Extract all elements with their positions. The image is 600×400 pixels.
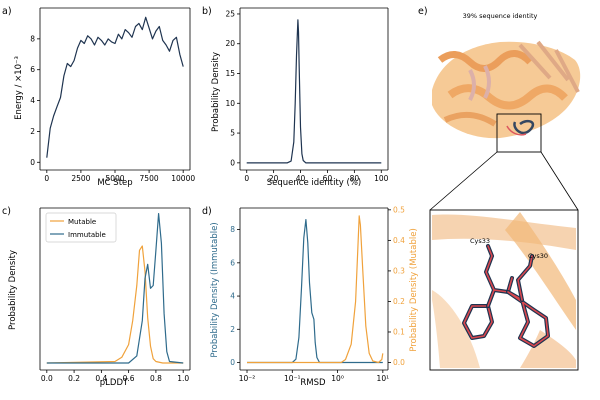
chart-a-xtick-label-0: 0 (44, 174, 49, 183)
chart-a-xtick-label-4: 10000 (171, 174, 195, 183)
chart-c-mutable-line (46, 245, 184, 364)
chart-d-left-ytick-label-4: 8 (230, 225, 235, 234)
chart-d-right-ytick-label-0: 0.0 (393, 358, 405, 367)
chart-d-right-ytick-label-4: 0.4 (393, 236, 405, 245)
chart-b-xtick-label-5: 100 (374, 174, 389, 183)
residue-label-cys33: Cys33 (470, 237, 490, 245)
chart-b-ytick-label-2: 10 (225, 99, 235, 108)
chart-d-xlabel: RMSD (300, 378, 326, 388)
chart-d-left-ytick-label-1: 2 (230, 325, 235, 334)
chart-b-xlabel: Sequence identity (%) (267, 178, 361, 188)
chart-a-ytick-label-1: 2 (30, 127, 35, 136)
chart-a-xtick-label-2: 5000 (105, 174, 124, 183)
chart-c-xtick-label-1: 0.2 (68, 374, 80, 383)
chart-c-xtick-label-3: 0.6 (123, 374, 135, 383)
chart-d-mutable-line (247, 215, 384, 364)
chart-a-xtick-label-3: 7500 (140, 174, 159, 183)
chart-a-ylabel: Energy / ×10⁻³ (14, 56, 24, 120)
chart-d-right-ytick-label-3: 0.3 (393, 266, 405, 275)
chart-c-xtick-label-4: 0.8 (150, 374, 162, 383)
panel-label-b: b) (202, 6, 212, 17)
chart-b-xtick-label-4: 80 (350, 174, 360, 183)
structure-title: 39% sequence identity (463, 12, 538, 20)
chart-a-energy-line (46, 16, 184, 158)
chart-b-ytick-label-4: 20 (225, 39, 235, 48)
panel-label-a: a) (2, 6, 12, 17)
chart-b-xtick-label-2: 40 (296, 174, 306, 183)
chart-d-right-ytick-label-2: 0.2 (393, 297, 405, 306)
chart-b-xtick-label-3: 60 (323, 174, 333, 183)
zoom-connector-right (540, 151, 579, 211)
chart-a-ytick-label-3: 6 (30, 65, 35, 74)
chart-d-xtick-label-1: 10⁻¹ (284, 374, 301, 383)
chart-d-left-ytick-label-2: 4 (230, 292, 235, 301)
chart-d-immutable-line (247, 219, 383, 364)
chart-c-xtick-label-0: 0.0 (41, 374, 53, 383)
chart-c-legend: Mutable Immutable (45, 212, 117, 243)
chart-b-ytick-label-1: 5 (230, 129, 235, 138)
chart-d-xtick-label-2: 10⁰ (331, 374, 344, 383)
legend-immutable-label: Immutable (68, 231, 106, 239)
chart-b-xtick-label-1: 20 (269, 174, 279, 183)
chart-b-ytick-label-3: 15 (225, 69, 235, 78)
chart-d-left-ytick-label-0: 0 (230, 358, 235, 367)
chart-d-right-ytick-label-1: 0.1 (393, 327, 405, 336)
chart-a-ytick-label-2: 4 (30, 96, 35, 105)
chart-b-ytick-label-5: 25 (225, 9, 235, 18)
chart-d-left-ytick-label-3: 6 (230, 258, 235, 267)
residue-label-cys30: Cys30 (528, 252, 548, 260)
zoom-connector-left (429, 151, 498, 211)
chart-a-xlabel: MC Step (97, 178, 132, 188)
chart-d-xtick-label-0: 10⁻² (239, 374, 256, 383)
chart-c-xlabel: pLDDT (100, 378, 129, 388)
chart-d-ylabel-right: Probability Density (Mutable) (409, 228, 419, 352)
panel-label-d: d) (202, 206, 212, 217)
chart-a-ytick-label-4: 8 (30, 34, 35, 43)
panel-label-e: e) (418, 6, 428, 17)
chart-b-ylabel: Probability Density (211, 52, 221, 132)
chart-c-xtick-label-5: 1.0 (177, 374, 189, 383)
chart-d-right-ytick-label-5: 0.5 (393, 205, 405, 214)
chart-b-ytick-label-0: 0 (230, 158, 235, 167)
chart-d-xtick-label-3: 10¹ (377, 374, 390, 383)
chart-a-xtick-label-1: 2500 (71, 174, 90, 183)
protein-overview-illustration (432, 40, 581, 139)
zoom-inset: Cys33 Cys30 (429, 209, 579, 371)
chart-b-xtick-label-0: 0 (244, 174, 249, 183)
structure-panel: 39% sequence identity (429, 12, 581, 371)
chart-c-ylabel: Probability Density (8, 250, 18, 330)
legend-mutable-label: Mutable (68, 218, 96, 226)
panel-label-c: c) (2, 206, 11, 217)
chart-b-density-line (246, 19, 382, 164)
chart-d-ylabel-left: Probability Density (Immutable) (210, 222, 220, 357)
chart-c-xtick-label-2: 0.4 (95, 374, 107, 383)
zoom-box (496, 113, 542, 153)
chart-a-ytick-label-0: 0 (30, 158, 35, 167)
chart-c-immutable-line (46, 213, 184, 364)
